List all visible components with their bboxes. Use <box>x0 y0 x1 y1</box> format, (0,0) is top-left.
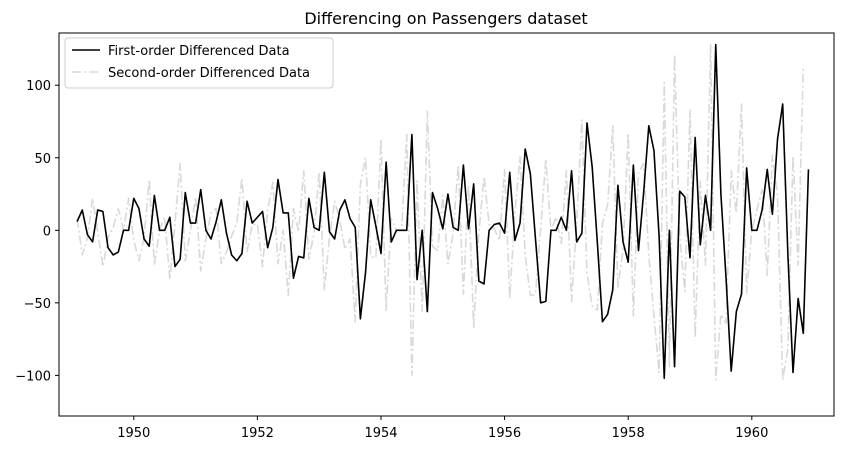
chart-title: Differencing on Passengers dataset <box>304 9 587 28</box>
legend-label-second-order: Second-order Differenced Data <box>108 66 310 81</box>
x-tick-label: 1952 <box>241 426 274 441</box>
x-tick-label: 1950 <box>117 426 150 441</box>
x-axis: 1950 1952 1954 1956 1958 1960 <box>117 416 768 441</box>
series-line-second-order <box>76 43 805 381</box>
x-tick-label: 1954 <box>364 426 397 441</box>
legend: First-order Differenced Data Second-orde… <box>64 37 334 89</box>
x-tick-label: 1960 <box>735 426 768 441</box>
y-tick-label: 100 <box>26 79 51 94</box>
y-tick-label: 50 <box>34 152 51 167</box>
series-layer <box>76 43 810 381</box>
y-tick-label: 0 <box>43 224 51 239</box>
y-tick-label: −50 <box>24 297 51 312</box>
x-tick-label: 1958 <box>612 426 645 441</box>
y-tick-label: −100 <box>15 369 51 384</box>
legend-label-first-order: First-order Differenced Data <box>108 44 290 59</box>
series-line-first-order <box>76 43 810 380</box>
legend-box <box>64 37 334 89</box>
y-axis: −100 −50 0 50 100 <box>15 79 59 384</box>
plot-frame <box>58 32 835 417</box>
x-tick-label: 1956 <box>488 426 521 441</box>
